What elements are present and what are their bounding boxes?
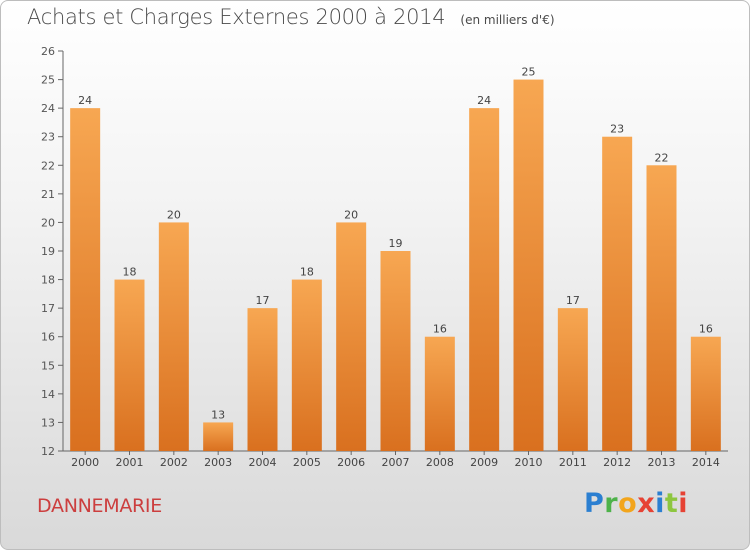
- y-tick-label: 24: [41, 102, 55, 115]
- x-tick-label: 2001: [116, 456, 144, 469]
- bar: [158, 222, 189, 451]
- y-tick-label: 20: [41, 216, 55, 229]
- bar: [602, 136, 633, 451]
- x-tick-label: 2000: [71, 456, 99, 469]
- data-label: 24: [477, 94, 491, 107]
- data-label: 25: [522, 66, 536, 79]
- data-label: 19: [389, 237, 403, 250]
- y-tick-label: 26: [41, 45, 55, 58]
- x-tick-label: 2006: [337, 456, 365, 469]
- chart-unit: (en milliers d'€): [460, 13, 555, 27]
- x-tick-label: 2012: [603, 456, 631, 469]
- x-tick-label: 2003: [204, 456, 232, 469]
- bar: [247, 308, 278, 451]
- data-label: 23: [610, 123, 624, 136]
- chart-bars: [70, 79, 721, 452]
- y-tick-label: 14: [41, 388, 55, 401]
- y-tick-label: 18: [41, 274, 55, 287]
- chart-title-text: Achats et Charges Externes 2000 à 2014: [27, 5, 446, 29]
- data-label: 18: [123, 266, 137, 279]
- data-label: 20: [167, 208, 181, 221]
- y-tick-label: 22: [41, 159, 55, 172]
- y-tick-label: 19: [41, 245, 55, 258]
- y-tick-label: 25: [41, 74, 55, 87]
- commune-name: DANNEMARIE: [37, 495, 162, 517]
- bar: [690, 336, 721, 451]
- x-tick-label: 2002: [160, 456, 188, 469]
- y-tick-label: 17: [41, 302, 55, 315]
- x-tick-label: 2004: [249, 456, 277, 469]
- y-tick-label: 15: [41, 359, 55, 372]
- data-label: 22: [655, 151, 669, 164]
- x-tick-label: 2011: [559, 456, 587, 469]
- y-tick-label: 12: [41, 445, 55, 458]
- data-label: 13: [211, 408, 225, 421]
- proxiti-logo: Proxiti: [584, 488, 689, 519]
- bar: [513, 79, 544, 452]
- x-tick-label: 2014: [692, 456, 720, 469]
- data-label: 16: [433, 323, 447, 336]
- y-tick-label: 23: [41, 131, 55, 144]
- data-label: 17: [256, 294, 270, 307]
- bar: [203, 422, 234, 451]
- chart-axes: 12 13 14 15 16 17 18 19 20 21 22 23 24 25 26 2000 2001 20…: [41, 45, 728, 469]
- data-label: 24: [78, 94, 92, 107]
- bar: [336, 222, 367, 451]
- x-tick-label: 2009: [470, 456, 498, 469]
- bar: [469, 108, 500, 452]
- bar: [646, 165, 677, 452]
- data-label: 17: [566, 294, 580, 307]
- x-tick-label: 2010: [515, 456, 543, 469]
- bar: [557, 308, 588, 451]
- bar: [114, 279, 145, 451]
- y-tick-label: 13: [41, 416, 55, 429]
- x-tick-label: 2008: [426, 456, 454, 469]
- y-tick-label: 21: [41, 188, 55, 201]
- x-tick-label: 2007: [382, 456, 410, 469]
- data-label: 18: [300, 266, 314, 279]
- data-label: 20: [344, 208, 358, 221]
- bar: [70, 108, 101, 452]
- bar: [380, 251, 411, 451]
- y-tick-label: 16: [41, 331, 55, 344]
- x-tick-label: 2013: [648, 456, 676, 469]
- chart-data-labels: 24 18 20 13 17 18 20 19 16 24 25 17 23 22 16: [78, 66, 713, 422]
- bar: [291, 279, 322, 451]
- x-tick-label: 2005: [293, 456, 321, 469]
- data-label: 16: [699, 323, 713, 336]
- chart-title: Achats et Charges Externes 2000 à 2014 (…: [27, 5, 555, 29]
- bar: [424, 336, 455, 451]
